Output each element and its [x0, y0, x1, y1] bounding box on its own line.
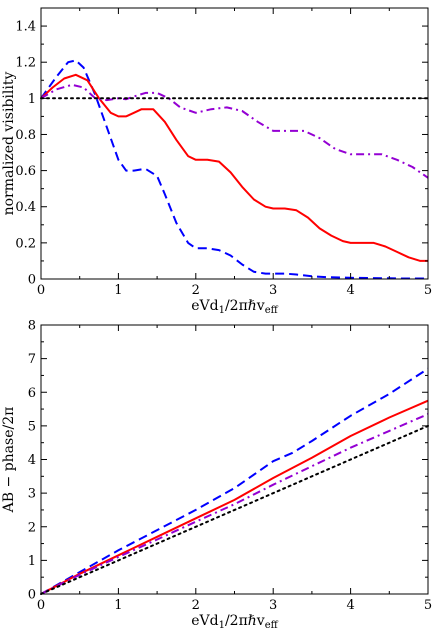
y-axis-label: AB − phase/2π: [1, 407, 17, 514]
x-tick-label: 1: [114, 283, 122, 298]
x-tick-label: 1: [114, 598, 122, 613]
series-line-1-dashed: [40, 367, 429, 595]
x-tick-label: 0: [37, 283, 45, 298]
chart-panel-2: 0 1 2 3 4 5 0 1 2 3 4 5 6 7 8 eVd1/2πℏveff AB − phase/2π: [1, 319, 432, 630]
x-tick-label: 3: [269, 283, 277, 298]
x-tick-label: 5: [424, 283, 432, 298]
x-tick-label: 4: [346, 283, 354, 298]
y-tick-label: 0.6: [15, 164, 36, 179]
y-tick-label: 2: [28, 520, 36, 535]
y-tick-label: 0.4: [15, 200, 36, 215]
y-tick-label: 0.2: [15, 236, 36, 251]
x-tick-label: 2: [192, 598, 200, 613]
chart-panel-1: 0 1 2 3 4 5 0 0.2 0.4 0.6 0.8 1 1.2 1.4 eVd1/2πℏveff no…: [1, 7, 432, 316]
x-tick-label: 5: [424, 598, 432, 613]
y-tick-label: 7: [28, 352, 36, 367]
plot-frame: [40, 324, 429, 595]
y-tick-label: 0: [28, 588, 36, 603]
y-axis-label: normalized visibility: [1, 72, 17, 216]
x-tick-label: 4: [346, 598, 354, 613]
series-line-2-solid: [40, 73, 428, 262]
x-tick-label: 0: [37, 598, 45, 613]
series-line-1-dashed: [40, 59, 428, 280]
series-line-4-dotted: [40, 424, 429, 595]
series-line-3-dashdot: [40, 413, 429, 595]
y-tick-label: 0: [28, 273, 36, 288]
x-tick-label: 2: [192, 283, 200, 298]
plot-frame: [40, 7, 429, 280]
x-axis-label: eVd1/2πℏveff: [191, 298, 278, 316]
y-tick-label: 1.2: [15, 56, 36, 71]
x-tick-label: 3: [269, 598, 277, 613]
y-tick-label: 3: [28, 487, 36, 502]
x-axis-label: eVd1/2πℏveff: [191, 613, 278, 630]
y-tick-label: 1: [28, 554, 36, 569]
y-tick-label: 4: [28, 453, 36, 468]
y-tick-label: 8: [28, 319, 36, 334]
y-tick-label: 5: [28, 419, 36, 434]
y-tick-label: 1.4: [15, 20, 36, 35]
series-line-2-solid: [40, 399, 429, 595]
series-line-3-dashdot: [40, 83, 429, 179]
y-tick-label: 1: [28, 92, 36, 107]
y-tick-label: 0.8: [15, 128, 36, 143]
y-tick-label: 6: [28, 386, 36, 401]
